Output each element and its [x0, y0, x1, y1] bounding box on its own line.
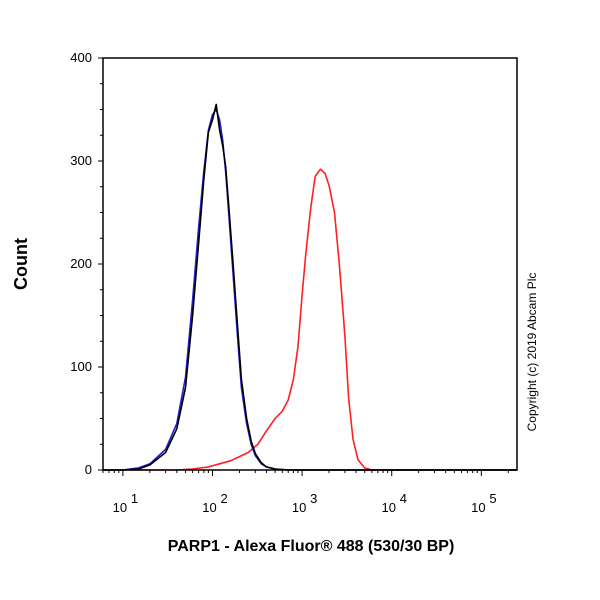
- y-axis: 0 100 200 300 400: [70, 50, 103, 477]
- x-tick-label: 10: [471, 500, 485, 515]
- x-tick-exponent: 5: [489, 491, 496, 506]
- x-tick-label: 10: [381, 500, 395, 515]
- y-tick-label: 0: [85, 462, 92, 477]
- series-line-2: [103, 103, 517, 471]
- copyright-annotation: Copyright (c) 2019 Abcam Plc: [525, 273, 539, 432]
- y-tick-label: 100: [70, 359, 92, 374]
- y-tick-label: 400: [70, 50, 92, 65]
- x-tick-label: 10: [113, 500, 127, 515]
- y-tick-label: 200: [70, 256, 92, 271]
- x-tick-label: 10: [202, 500, 216, 515]
- x-axis: 10 1 10 2 10 3 10 4 10 5: [102, 470, 509, 515]
- x-tick-exponent: 4: [400, 491, 407, 506]
- x-axis-title: PARP1 - Alexa Fluor® 488 (530/30 BP): [168, 538, 455, 555]
- histogram-curves: [103, 103, 517, 471]
- x-tick-exponent: 1: [131, 491, 138, 506]
- y-axis-title: Count: [11, 238, 31, 290]
- series-line-0: [103, 168, 517, 471]
- x-tick-exponent: 2: [220, 491, 227, 506]
- y-tick-label: 300: [70, 153, 92, 168]
- plot-frame: [102, 57, 518, 471]
- x-tick-label: 10: [292, 500, 306, 515]
- series-line-1: [103, 108, 517, 471]
- x-tick-exponent: 3: [310, 491, 317, 506]
